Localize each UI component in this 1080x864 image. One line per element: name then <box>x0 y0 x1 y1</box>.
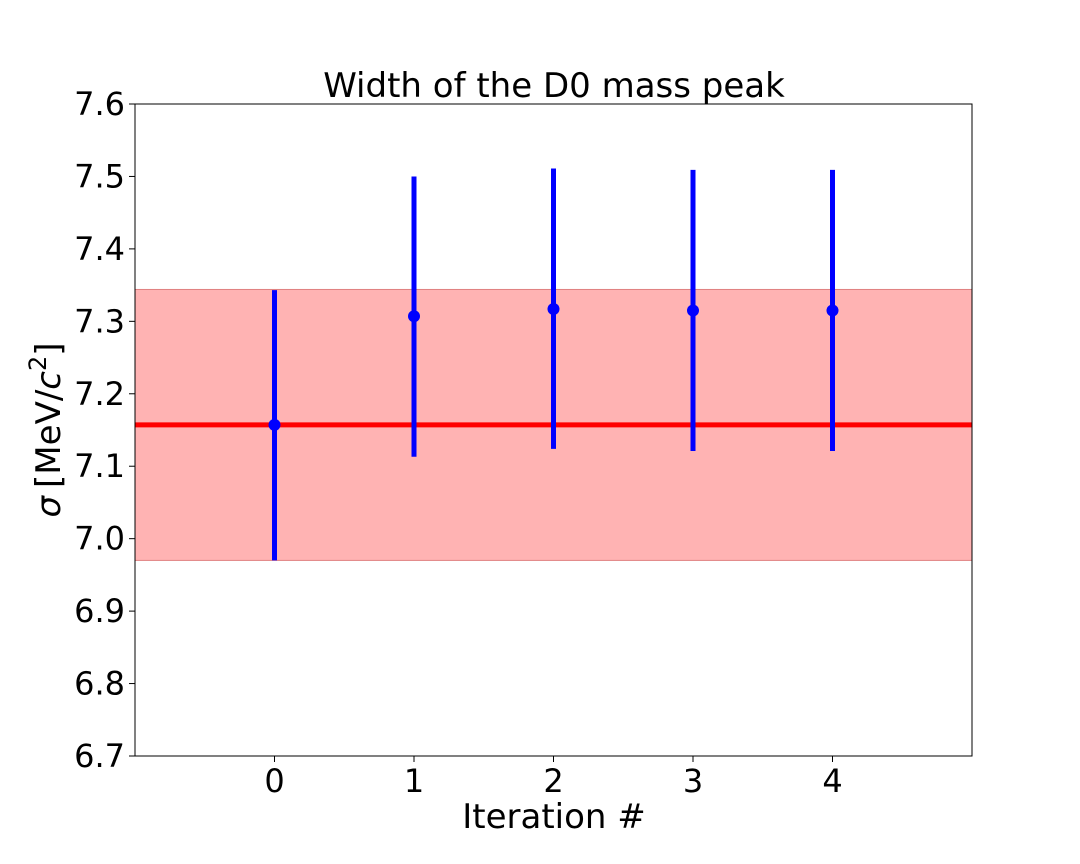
y-tick-label-6: 7.3 <box>74 302 125 340</box>
y-tick-label-3: 7.0 <box>74 520 125 558</box>
chart-title: Width of the D0 mass peak <box>323 66 785 106</box>
data-point-3 <box>687 304 699 317</box>
y-tick-label-8: 7.5 <box>74 157 125 195</box>
x-tick-label-1: 1 <box>404 762 424 800</box>
x-tick-label-3: 3 <box>683 762 703 800</box>
y-tick-label-4: 7.1 <box>74 447 125 485</box>
y-axis-label-unit-var: c <box>29 371 69 390</box>
data-point-2 <box>547 303 560 316</box>
data-point-4 <box>826 304 839 317</box>
data-point-1 <box>408 310 420 323</box>
x-tick-label-4: 4 <box>822 762 842 800</box>
y-axis-label: σ [MeV/c2] <box>24 342 69 517</box>
x-tick-label-0: 0 <box>264 762 284 800</box>
y-tick-label-9: 7.6 <box>74 85 125 123</box>
y-tick-label-0: 6.7 <box>74 737 125 775</box>
y-tick-label-1: 6.8 <box>74 665 125 703</box>
data-point-0 <box>268 418 281 431</box>
y-axis-label-symbol: σ <box>29 495 69 518</box>
x-tick-label-2: 2 <box>543 762 563 800</box>
y-tick-label-7: 7.4 <box>74 230 125 268</box>
y-axis-label-unit-exp: 2 <box>24 356 52 371</box>
x-axis-label: Iteration # <box>462 797 646 837</box>
y-axis-label-unit-prefix: [MeV/ <box>29 389 69 488</box>
y-tick-label-5: 7.2 <box>74 375 125 413</box>
y-axis-label-unit-suffix: ] <box>29 342 69 355</box>
plot-area: 0 1 2 3 4 6.7 6.8 6.9 7.0 7.1 7.2 7.3 7.4 7.5 7.6 <box>74 85 973 800</box>
y-tick-label-2: 6.9 <box>74 592 125 630</box>
